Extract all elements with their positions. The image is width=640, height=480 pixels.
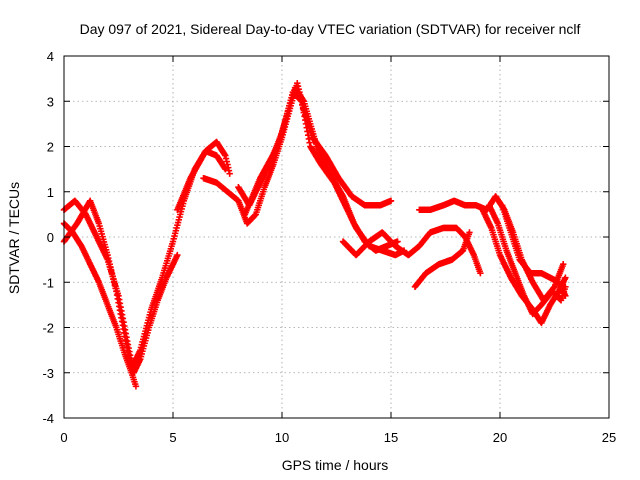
x-tick-label: 15 [384, 430, 398, 445]
x-tick-label: 0 [60, 430, 67, 445]
data-point [174, 251, 181, 259]
y-tick-label: 3 [47, 94, 54, 109]
y-tick-label: 2 [47, 140, 54, 155]
data-layer [60, 79, 569, 390]
series-arc-8 [339, 224, 484, 277]
y-tick-label: -1 [42, 275, 54, 290]
data-point [562, 283, 569, 290]
x-tick-label: 25 [602, 430, 616, 445]
x-tick-label: 5 [169, 430, 176, 445]
y-tick-label: -3 [42, 366, 54, 381]
y-tick-label: -2 [42, 321, 54, 336]
series-arc-7 [241, 84, 401, 254]
axis-ticks: 0 5 10 15 20 25 -4 -3 -2 -1 0 1 2 3 4 [42, 49, 616, 445]
series-arc-3 [60, 147, 229, 372]
x-tick-label: 10 [275, 430, 289, 445]
x-axis-label: GPS time / hours [282, 457, 389, 473]
series-arc-5 [200, 79, 395, 227]
data-point [387, 197, 395, 204]
y-tick-label: 4 [47, 49, 54, 64]
y-tick-label: 0 [47, 230, 54, 245]
y-tick-label: 1 [47, 185, 54, 200]
data-point [132, 383, 140, 390]
data-point [394, 238, 401, 245]
series-arc-9 [411, 229, 473, 290]
series-arc-4 [174, 138, 233, 214]
x-tick-label: 20 [493, 430, 507, 445]
y-axis-label: SDTVAR / TECUs [6, 182, 22, 294]
data-point [562, 274, 569, 281]
data-point [560, 260, 567, 268]
chart-title: Day 097 of 2021, Sidereal Day-to-day VTE… [80, 21, 581, 37]
y-tick-label: -4 [42, 411, 54, 426]
series-arc-13 [485, 202, 569, 318]
data-point [477, 270, 484, 277]
grid [64, 56, 609, 418]
data-point [466, 229, 473, 236]
data-point [226, 170, 233, 177]
